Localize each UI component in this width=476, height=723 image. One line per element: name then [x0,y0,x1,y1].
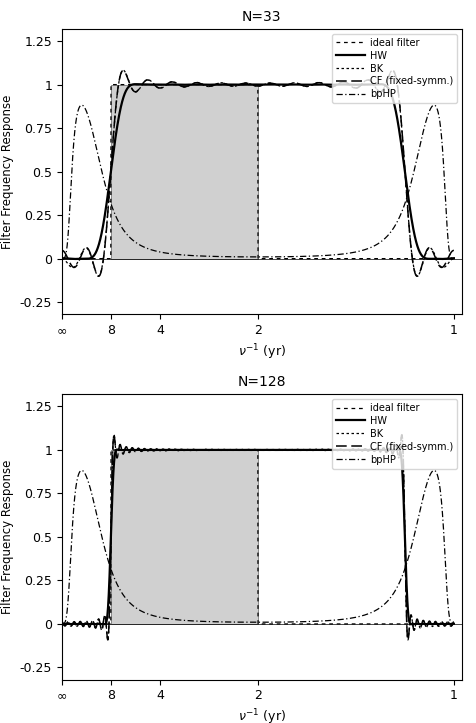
Legend: ideal filter, HW, BK, CF (fixed-symm.), bpHP: ideal filter, HW, BK, CF (fixed-symm.), … [332,34,457,103]
Title: N=33: N=33 [242,9,281,24]
Bar [111,450,258,624]
Y-axis label: Filter Frequency Response: Filter Frequency Response [1,460,14,614]
Bar [111,85,258,259]
X-axis label: $\nu^{-1}$ (yr): $\nu^{-1}$ (yr) [238,708,286,723]
X-axis label: $\nu^{-1}$ (yr): $\nu^{-1}$ (yr) [238,343,286,362]
Legend: ideal filter, HW, BK, CF (fixed-symm.), bpHP: ideal filter, HW, BK, CF (fixed-symm.), … [332,399,457,469]
Y-axis label: Filter Frequency Response: Filter Frequency Response [1,95,14,249]
Title: N=128: N=128 [238,375,286,389]
